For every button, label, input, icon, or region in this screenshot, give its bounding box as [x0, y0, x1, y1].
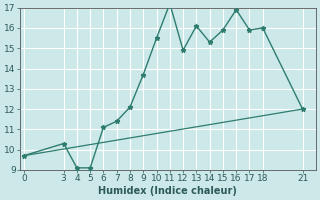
X-axis label: Humidex (Indice chaleur): Humidex (Indice chaleur): [98, 186, 237, 196]
